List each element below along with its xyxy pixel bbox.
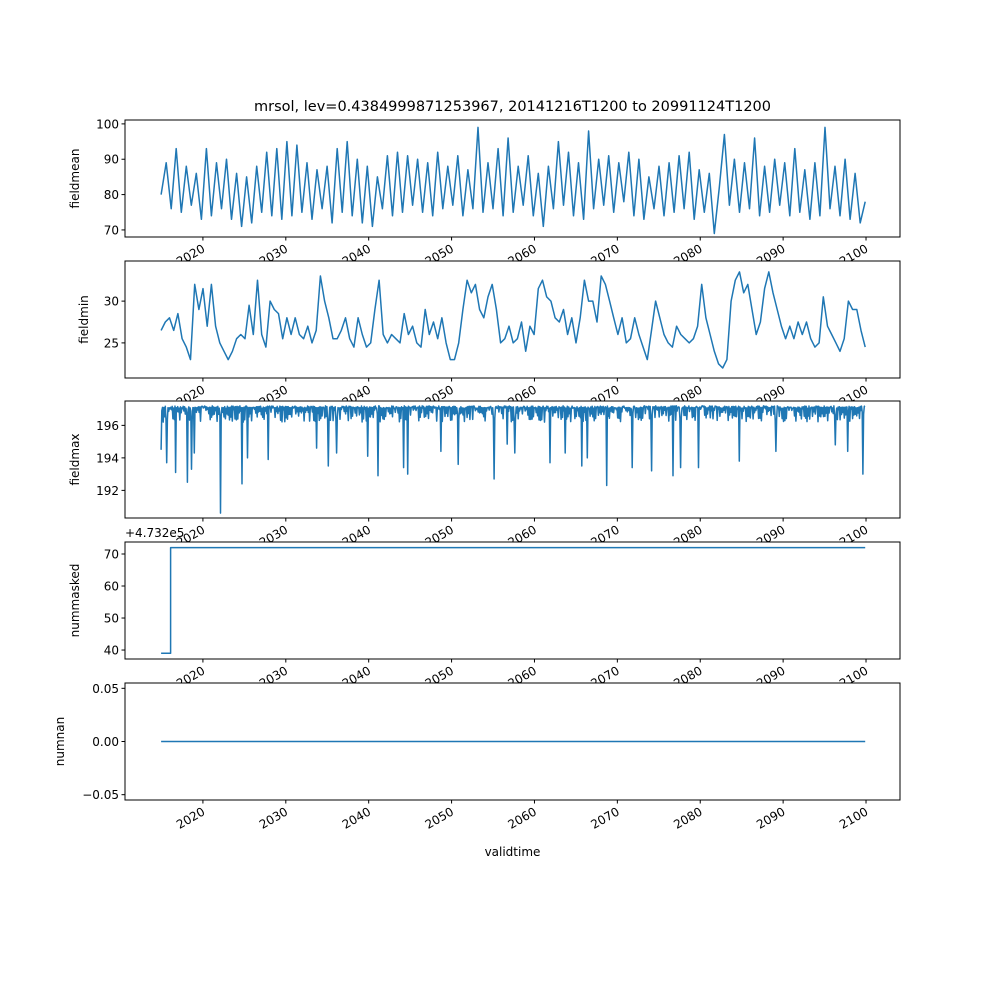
y-tick-label: −0.05 bbox=[82, 788, 119, 802]
axes-frame bbox=[124, 400, 901, 519]
y-axis-label: fieldmin bbox=[77, 295, 91, 344]
x-tick-label: 2020 bbox=[174, 804, 207, 831]
chart-title: mrsol, lev=0.4384999871253967, 20141216T… bbox=[254, 99, 771, 115]
x-tick-label: 2070 bbox=[588, 804, 621, 831]
y-axis-label: fieldmax bbox=[68, 433, 82, 485]
axes-frame bbox=[124, 260, 901, 379]
axes-background bbox=[125, 120, 900, 237]
y-axis-label: nummasked bbox=[68, 564, 82, 638]
series-line-fieldmean bbox=[160, 126, 866, 235]
y-tick-label: 30 bbox=[104, 295, 119, 309]
series-line-fieldmax bbox=[160, 405, 866, 514]
axes-frame bbox=[124, 119, 901, 238]
x-tick-label: 2080 bbox=[671, 804, 704, 831]
y-tick-label: 196 bbox=[96, 419, 119, 433]
axes-background bbox=[125, 261, 900, 378]
y-axis-label: numnan bbox=[53, 717, 67, 766]
y-tick-label: 70 bbox=[104, 548, 119, 562]
series-line-fieldmin bbox=[160, 271, 866, 369]
y-tick-label: 192 bbox=[96, 484, 119, 498]
y-tick-label: 100 bbox=[96, 117, 119, 131]
y-tick-label: 0.05 bbox=[92, 682, 119, 696]
x-tick-label: 2100 bbox=[837, 804, 870, 831]
x-tick-label: 2060 bbox=[506, 804, 539, 831]
y-tick-label: 194 bbox=[96, 451, 119, 465]
y-tick-label: 50 bbox=[104, 612, 119, 626]
x-axis-label: validtime bbox=[485, 845, 541, 859]
x-tick-label: 2040 bbox=[340, 804, 373, 831]
series-line-nummasked bbox=[161, 546, 866, 654]
y-tick-label: 40 bbox=[104, 644, 119, 658]
y-tick-label: 90 bbox=[104, 153, 119, 167]
x-tick-label: 2030 bbox=[257, 804, 290, 831]
y-tick-label: 25 bbox=[104, 336, 119, 350]
y-tick-label: 80 bbox=[104, 188, 119, 202]
y-offset-text: +4.732e5 bbox=[125, 526, 184, 540]
x-tick-label: 2050 bbox=[423, 804, 456, 831]
y-tick-label: 0.00 bbox=[92, 735, 119, 749]
panel-numnan: 0.05 0.00 −0.05 numnan 2020 2030 2040 2050 2060 2… bbox=[53, 682, 901, 832]
axes-frame bbox=[124, 541, 901, 660]
y-axis-label: fieldmean bbox=[68, 149, 82, 209]
y-tick-label: 60 bbox=[104, 580, 119, 594]
y-tick-label: 70 bbox=[104, 223, 119, 237]
x-tick-label: 2090 bbox=[754, 804, 787, 831]
axes-background bbox=[125, 542, 900, 659]
